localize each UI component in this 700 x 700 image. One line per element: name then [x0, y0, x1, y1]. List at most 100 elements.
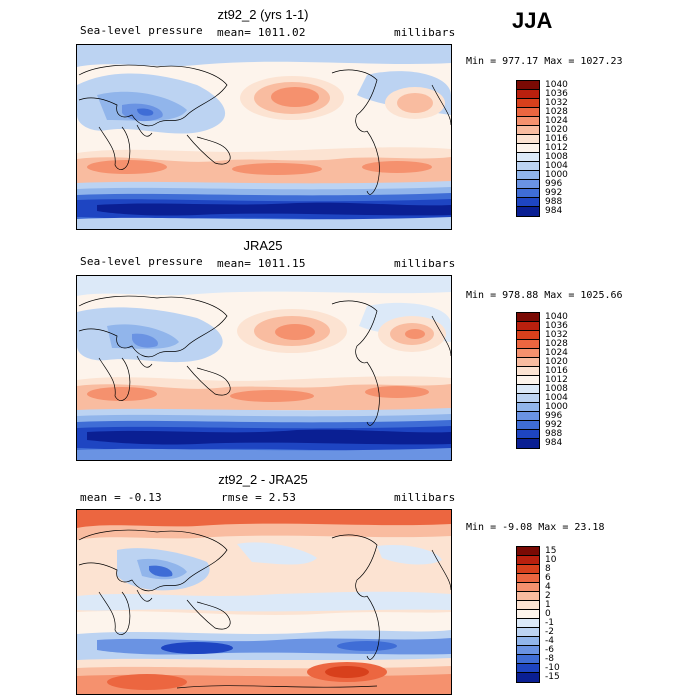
- colorbar-swatch: [517, 162, 539, 171]
- colorbar-tick-label: 10: [545, 555, 557, 565]
- colorbar-tick-label: 1020: [545, 357, 568, 367]
- colorbar-tick-label: 6: [545, 573, 551, 583]
- colorbar-swatch: [517, 592, 539, 601]
- colorbar-swatch: [517, 439, 539, 448]
- colorbar-swatch: [517, 646, 539, 655]
- panel-2-variable-label: Sea-level pressure: [80, 255, 203, 268]
- colorbar-tick-label: 15: [545, 546, 557, 556]
- panel-2-colorbar: [516, 312, 540, 449]
- panel-2-map: [76, 275, 452, 461]
- colorbar-swatch: [517, 126, 539, 135]
- colorbar-swatch: [517, 394, 539, 403]
- panel-3-rmse: rmse = 2.53: [221, 491, 297, 504]
- panel-2-mean: mean= 1011.15: [217, 257, 306, 270]
- colorbar-swatch: [517, 340, 539, 349]
- colorbar-swatch: [517, 655, 539, 664]
- colorbar-tick-label: -2: [545, 627, 554, 637]
- colorbar-tick-label: 1008: [545, 384, 568, 394]
- colorbar-tick-label: 996: [545, 179, 563, 189]
- colorbar-swatch: [517, 556, 539, 565]
- panel-1-units: millibars: [394, 26, 456, 39]
- colorbar-swatch: [517, 574, 539, 583]
- colorbar-tick-label: 992: [545, 188, 563, 198]
- colorbar-tick-label: 984: [545, 438, 563, 448]
- colorbar-swatch: [517, 367, 539, 376]
- colorbar-swatch: [517, 610, 539, 619]
- colorbar-tick-label: -1: [545, 618, 554, 628]
- colorbar-tick-label: 1040: [545, 312, 568, 322]
- panel-2-minmax: Min = 978.88 Max = 1025.66: [466, 290, 623, 301]
- panel-1-minmax: Min = 977.17 Max = 1027.23: [466, 56, 623, 67]
- colorbar-swatch: [517, 189, 539, 198]
- colorbar-tick-label: 1016: [545, 134, 568, 144]
- colorbar-swatch: [517, 421, 539, 430]
- colorbar-tick-label: 1032: [545, 98, 568, 108]
- panel-3-title: zt92_2 - JRA25: [218, 472, 308, 487]
- colorbar-tick-label: 1: [545, 600, 551, 610]
- colorbar-swatch: [517, 90, 539, 99]
- panel-1-colorbar: [516, 80, 540, 217]
- panel-1-title: zt92_2 (yrs 1-1): [217, 7, 309, 22]
- colorbar-swatch: [517, 583, 539, 592]
- colorbar-tick-label: -4: [545, 636, 554, 646]
- colorbar-swatch: [517, 153, 539, 162]
- colorbar-tick-label: 1028: [545, 107, 568, 117]
- colorbar-tick-label: 984: [545, 206, 563, 216]
- colorbar-swatch: [517, 601, 539, 610]
- colorbar-swatch: [517, 81, 539, 90]
- colorbar-swatch: [517, 117, 539, 126]
- colorbar-swatch: [517, 412, 539, 421]
- colorbar-swatch: [517, 673, 539, 682]
- colorbar-tick-label: 1012: [545, 143, 568, 153]
- colorbar-tick-label: 0: [545, 609, 551, 619]
- colorbar-swatch: [517, 403, 539, 412]
- colorbar-swatch: [517, 565, 539, 574]
- panel-2-title: JRA25: [243, 238, 283, 253]
- colorbar-swatch: [517, 144, 539, 153]
- colorbar-tick-label: 1028: [545, 339, 568, 349]
- colorbar-tick-label: 1000: [545, 402, 568, 412]
- colorbar-tick-label: -10: [545, 663, 560, 673]
- colorbar-tick-label: 1036: [545, 321, 568, 331]
- colorbar-tick-label: 1008: [545, 152, 568, 162]
- panel-1-variable-label: Sea-level pressure: [80, 24, 203, 37]
- colorbar-swatch: [517, 135, 539, 144]
- colorbar-tick-label: 992: [545, 420, 563, 430]
- panel-3-mean: mean = -0.13: [80, 491, 162, 504]
- panel-2-map-field: [77, 276, 451, 460]
- colorbar-tick-label: 1012: [545, 375, 568, 385]
- colorbar-swatch: [517, 198, 539, 207]
- colorbar-tick-label: 8: [545, 564, 551, 574]
- colorbar-swatch: [517, 628, 539, 637]
- colorbar-tick-label: -8: [545, 654, 554, 664]
- colorbar-tick-label: 1024: [545, 348, 568, 358]
- colorbar-swatch: [517, 349, 539, 358]
- colorbar-swatch: [517, 376, 539, 385]
- colorbar-tick-label: 4: [545, 582, 551, 592]
- panel-1-map: [76, 44, 452, 230]
- colorbar-swatch: [517, 180, 539, 189]
- colorbar-tick-label: 1024: [545, 116, 568, 126]
- colorbar-swatch: [517, 313, 539, 322]
- colorbar-swatch: [517, 99, 539, 108]
- colorbar-swatch: [517, 385, 539, 394]
- panel-1-mean: mean= 1011.02: [217, 26, 306, 39]
- panel-3-units: millibars: [394, 491, 456, 504]
- colorbar-tick-label: 1036: [545, 89, 568, 99]
- colorbar-swatch: [517, 171, 539, 180]
- panel-3-colorbar: [516, 546, 540, 683]
- panel-3-map-field: [77, 510, 451, 694]
- colorbar-tick-label: 1004: [545, 393, 568, 403]
- panel-2-units: millibars: [394, 257, 456, 270]
- colorbar-swatch: [517, 637, 539, 646]
- colorbar-tick-label: 1040: [545, 80, 568, 90]
- colorbar-swatch: [517, 331, 539, 340]
- colorbar-tick-label: 988: [545, 429, 563, 439]
- colorbar-tick-label: 1000: [545, 170, 568, 180]
- colorbar-swatch: [517, 108, 539, 117]
- colorbar-swatch: [517, 664, 539, 673]
- colorbar-swatch: [517, 547, 539, 556]
- panel-3-map: [76, 509, 452, 695]
- colorbar-tick-label: 1004: [545, 161, 568, 171]
- colorbar-swatch: [517, 619, 539, 628]
